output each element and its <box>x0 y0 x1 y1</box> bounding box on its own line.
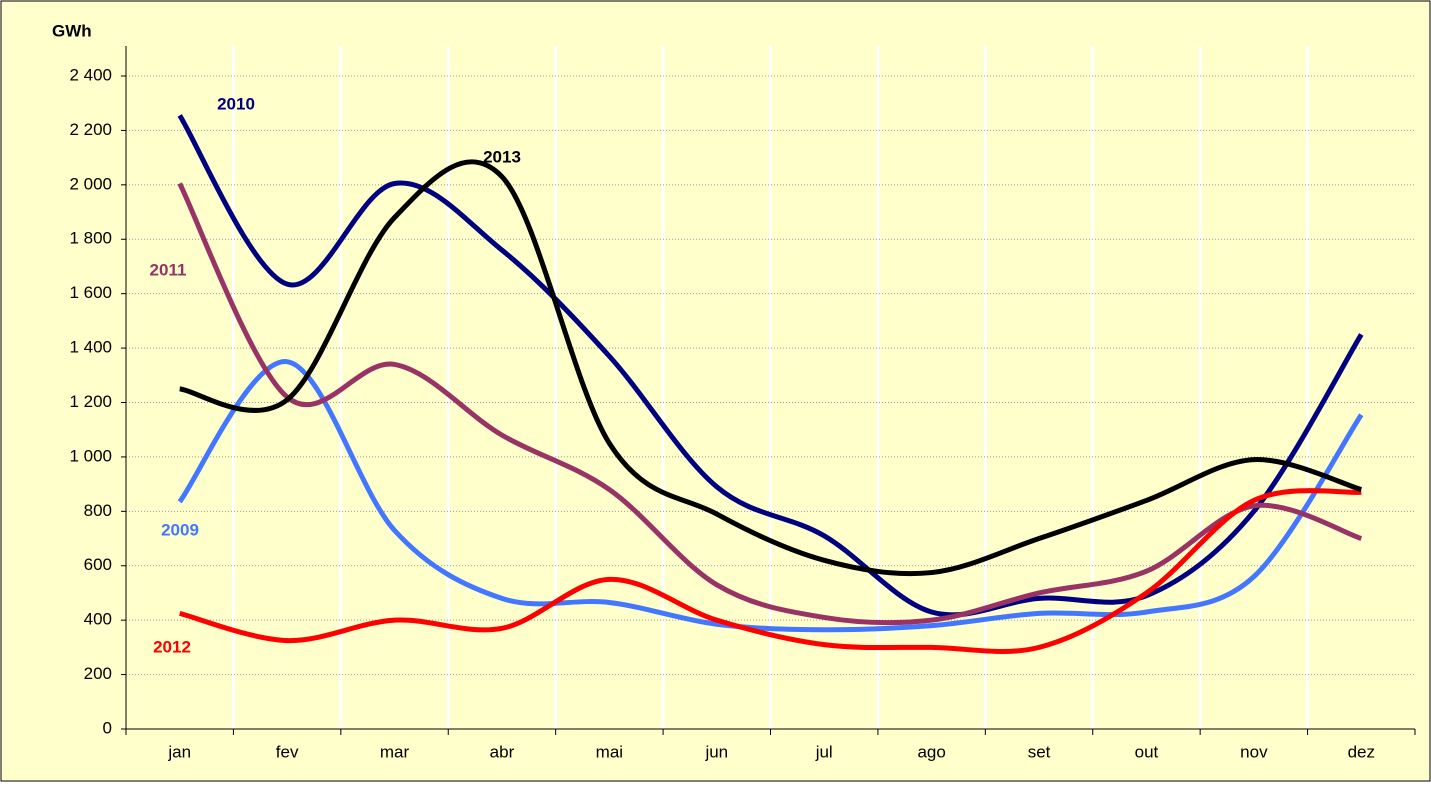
y-tick-label: 1 200 <box>69 392 112 411</box>
x-tick-label: nov <box>1240 742 1268 761</box>
y-tick-label: 800 <box>84 501 112 520</box>
series-label: 2010 <box>217 94 255 113</box>
series-line <box>179 159 1363 577</box>
series-line <box>179 488 1362 654</box>
x-tick-label: jul <box>815 742 833 761</box>
y-tick-label: 1 000 <box>69 446 112 465</box>
y-axis-label: GWh <box>52 21 92 40</box>
x-tick-label: mai <box>596 742 623 761</box>
x-tick-label: jan <box>167 742 191 761</box>
x-tick-label: set <box>1028 742 1051 761</box>
series-line <box>177 182 1363 626</box>
y-tick-label: 2 400 <box>69 65 112 84</box>
series-line <box>177 114 1364 618</box>
x-tick-label: out <box>1135 742 1159 761</box>
series-label: 2009 <box>161 520 199 539</box>
y-tick-label: 2 000 <box>69 174 112 193</box>
series-label: 2011 <box>150 260 187 279</box>
x-tick-label: mar <box>380 742 410 761</box>
y-tick-label: 0 <box>103 718 112 737</box>
y-tick-label: 400 <box>84 610 112 629</box>
y-tick-label: 1 600 <box>69 283 112 302</box>
y-tick-label: 1 400 <box>69 338 112 357</box>
x-tick-label: dez <box>1348 742 1375 761</box>
x-tick-label: ago <box>917 742 945 761</box>
x-tick-label: abr <box>490 742 515 761</box>
y-tick-label: 200 <box>84 664 112 683</box>
y-tick-label: 600 <box>84 555 112 574</box>
series-label: 2012 <box>153 637 191 656</box>
x-tick-label: jun <box>704 742 728 761</box>
y-tick-label: 1 800 <box>69 229 112 248</box>
series-label: 2013 <box>483 147 521 166</box>
x-tick-label: fev <box>276 742 299 761</box>
y-tick-label: 2 200 <box>69 120 112 139</box>
